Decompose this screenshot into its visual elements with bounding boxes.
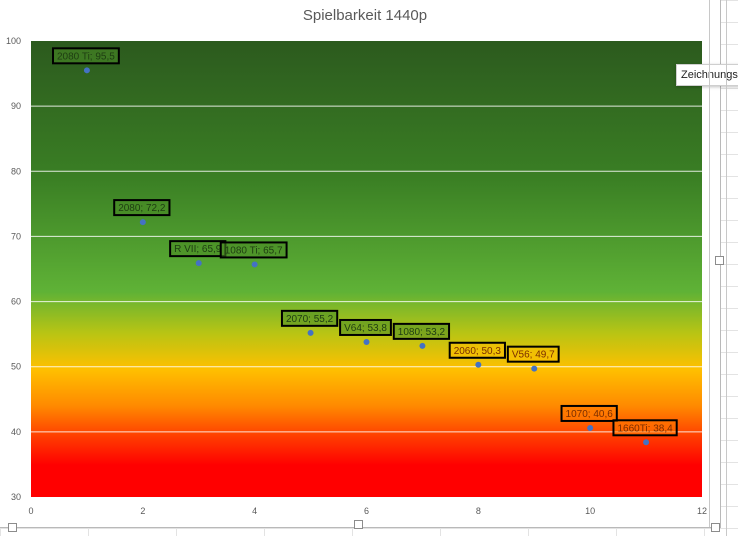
data-label: 1080 Ti; 65,7 bbox=[225, 245, 283, 256]
x-tick-label: 0 bbox=[28, 506, 33, 516]
data-point[interactable] bbox=[419, 342, 426, 349]
data-label: V64; 53,8 bbox=[344, 323, 387, 334]
data-label: 1070; 40,6 bbox=[566, 409, 614, 420]
resize-handle-bottom-left[interactable] bbox=[8, 523, 17, 532]
scatter-plot[interactable]: 30 40 50 60 70 80 90 100 0 2 4 6 8 10 12 2080 Ti; 95,… bbox=[0, 0, 720, 527]
data-point[interactable] bbox=[83, 67, 90, 74]
sheet-border bbox=[726, 0, 727, 536]
data-label-box[interactable] bbox=[506, 345, 560, 363]
selection-border bbox=[709, 0, 710, 527]
data-label-box[interactable] bbox=[219, 241, 288, 259]
data-point[interactable] bbox=[475, 361, 482, 368]
data-point[interactable] bbox=[307, 329, 314, 336]
data-label: 1660Ti; 38,4 bbox=[617, 423, 673, 434]
data-label: R VII; 65,9 bbox=[174, 244, 222, 255]
y-tick-label: 50 bbox=[11, 362, 21, 372]
y-tick-label: 30 bbox=[11, 492, 21, 502]
data-point[interactable] bbox=[363, 338, 370, 345]
data-point[interactable] bbox=[251, 261, 258, 268]
x-tick-label: 12 bbox=[697, 506, 707, 516]
x-tick-label: 6 bbox=[364, 506, 369, 516]
y-tick-label: 90 bbox=[11, 101, 21, 111]
resize-handle-bottom[interactable] bbox=[354, 520, 363, 529]
data-label-box[interactable] bbox=[392, 322, 451, 340]
x-tick-label: 10 bbox=[585, 506, 595, 516]
y-tick-label: 40 bbox=[11, 427, 21, 437]
data-point[interactable] bbox=[587, 424, 594, 431]
data-label-box[interactable] bbox=[612, 419, 678, 437]
data-point[interactable] bbox=[195, 260, 202, 267]
data-label-box[interactable] bbox=[52, 47, 120, 65]
data-label-box[interactable] bbox=[339, 318, 392, 336]
data-point[interactable] bbox=[139, 219, 146, 226]
y-tick-label: 70 bbox=[11, 231, 21, 241]
x-tick-label: 2 bbox=[140, 506, 145, 516]
data-label-box[interactable] bbox=[280, 309, 339, 327]
data-label: 2070; 55,2 bbox=[286, 314, 334, 325]
data-label: V56; 49,7 bbox=[512, 350, 555, 361]
y-tick-label: 100 bbox=[6, 36, 21, 46]
data-point[interactable] bbox=[643, 439, 650, 446]
data-label-box[interactable] bbox=[560, 404, 618, 422]
x-tick-label: 8 bbox=[476, 506, 481, 516]
data-label: 2060; 50,3 bbox=[454, 346, 502, 357]
data-label: 1080; 53,2 bbox=[398, 327, 446, 338]
resize-handle-corner[interactable] bbox=[711, 523, 720, 532]
tooltip: Zeichnungsfläche bbox=[676, 64, 738, 86]
y-tick-label: 80 bbox=[11, 166, 21, 176]
plot-background bbox=[31, 41, 702, 497]
data-label-box[interactable] bbox=[448, 341, 506, 359]
y-tick-label: 60 bbox=[11, 297, 21, 307]
data-label: 2080; 72,2 bbox=[118, 203, 166, 214]
data-label-box[interactable] bbox=[113, 199, 171, 217]
data-label: 2080 Ti; 95,5 bbox=[57, 51, 115, 62]
chart-title: Spielbarkeit 1440p bbox=[302, 7, 428, 24]
x-tick-label: 4 bbox=[252, 506, 257, 516]
resize-handle-right[interactable] bbox=[715, 256, 724, 265]
data-point[interactable] bbox=[531, 365, 538, 372]
